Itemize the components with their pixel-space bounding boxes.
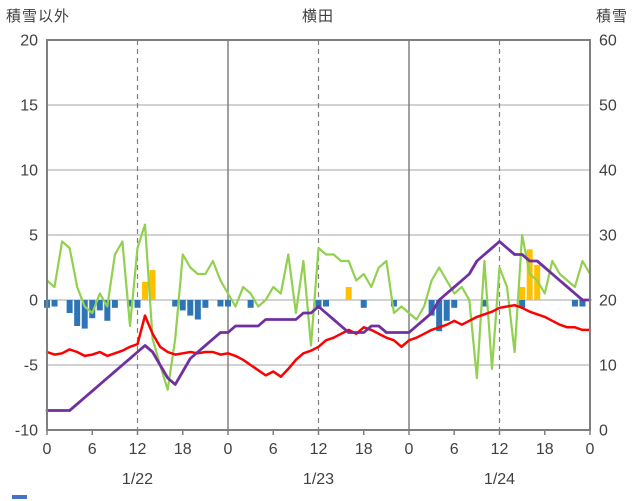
x-axis-tick-label: 12 <box>129 441 147 458</box>
blue-bars <box>96 300 103 311</box>
right-axis-tick-label: 0 <box>599 423 608 440</box>
x-axis-tick-label: 6 <box>450 441 459 458</box>
x-axis-tick-label: 12 <box>491 441 509 458</box>
left-axis-tick-label: 0 <box>29 293 38 310</box>
orange-bars <box>149 270 156 300</box>
blue-bars <box>172 300 179 307</box>
blue-bars <box>202 300 209 308</box>
blue-bars <box>579 300 586 307</box>
blue-bars <box>51 300 58 307</box>
right-axis-tick-label: 50 <box>599 98 617 115</box>
right-axis-tick-label: 40 <box>599 163 617 180</box>
blue-bars <box>519 300 526 308</box>
blue-bars <box>451 300 458 308</box>
green-line <box>45 223 592 391</box>
blue-bars <box>428 300 435 316</box>
purple-line <box>45 240 592 412</box>
left-axis-tick-label: 15 <box>20 98 38 115</box>
bottom-left-mark <box>12 495 27 499</box>
x-axis-tick-label: 18 <box>174 441 192 458</box>
blue-bars <box>323 300 330 307</box>
blue-bars <box>104 300 111 321</box>
blue-bars <box>179 300 186 311</box>
x-axis-tick-label: 12 <box>310 441 328 458</box>
blue-bars <box>194 300 201 320</box>
left-axis-tick-label: 20 <box>20 33 38 50</box>
x-axis-tick-label: 0 <box>405 441 414 458</box>
blue-bars <box>89 300 96 319</box>
blue-bars <box>360 300 367 308</box>
x-axis-tick-label: 0 <box>586 441 595 458</box>
x-axis-tick-label: 18 <box>536 441 554 458</box>
blue-bars <box>443 300 450 321</box>
blue-bars <box>481 300 488 307</box>
right-axis-tick-label: 60 <box>599 33 617 50</box>
blue-bars <box>126 300 133 307</box>
left-axis-title: 積雪以外 <box>6 8 71 25</box>
blue-bars <box>74 300 81 326</box>
red-line <box>45 303 592 378</box>
x-axis-tick-label: 18 <box>355 441 373 458</box>
blue-bars <box>315 300 322 310</box>
blue-bars <box>217 300 224 307</box>
blue-bars <box>390 300 397 307</box>
blue-bars <box>247 300 254 308</box>
blue-bars <box>81 300 88 329</box>
blue-bars <box>111 300 118 308</box>
chart-title: 横田 <box>301 8 334 25</box>
x-axis-date-label: 1/22 <box>122 471 153 488</box>
x-axis-date-label: 1/24 <box>484 471 515 488</box>
right-axis-tick-label: 30 <box>599 228 617 245</box>
left-axis-tick-label: 5 <box>29 228 38 245</box>
right-axis-tick-label: 20 <box>599 293 617 310</box>
x-axis-tick-label: 0 <box>224 441 233 458</box>
right-axis-tick-label: 10 <box>599 358 617 375</box>
orange-bars <box>142 281 149 300</box>
orange-bars <box>519 287 526 300</box>
left-axis-tick-label: -5 <box>24 358 38 375</box>
blue-bars <box>134 300 141 308</box>
blue-bars <box>225 300 231 307</box>
x-axis-tick-label: 0 <box>43 441 52 458</box>
x-axis-date-label: 1/23 <box>303 471 334 488</box>
left-axis-tick-label: -10 <box>15 423 38 440</box>
right-axis-title: 積雪 <box>595 8 628 25</box>
blue-bars <box>66 300 73 313</box>
blue-bars <box>571 300 578 307</box>
orange-bars <box>345 287 352 300</box>
blue-bars <box>187 300 194 316</box>
x-axis-tick-label: 6 <box>88 441 97 458</box>
left-axis-tick-label: 10 <box>20 163 38 180</box>
x-axis-tick-label: 6 <box>269 441 278 458</box>
blue-bars <box>436 300 443 332</box>
